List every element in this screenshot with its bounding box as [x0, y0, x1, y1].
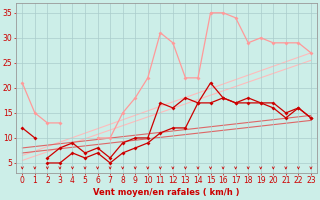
X-axis label: Vent moyen/en rafales ( km/h ): Vent moyen/en rafales ( km/h ) [93, 188, 240, 197]
